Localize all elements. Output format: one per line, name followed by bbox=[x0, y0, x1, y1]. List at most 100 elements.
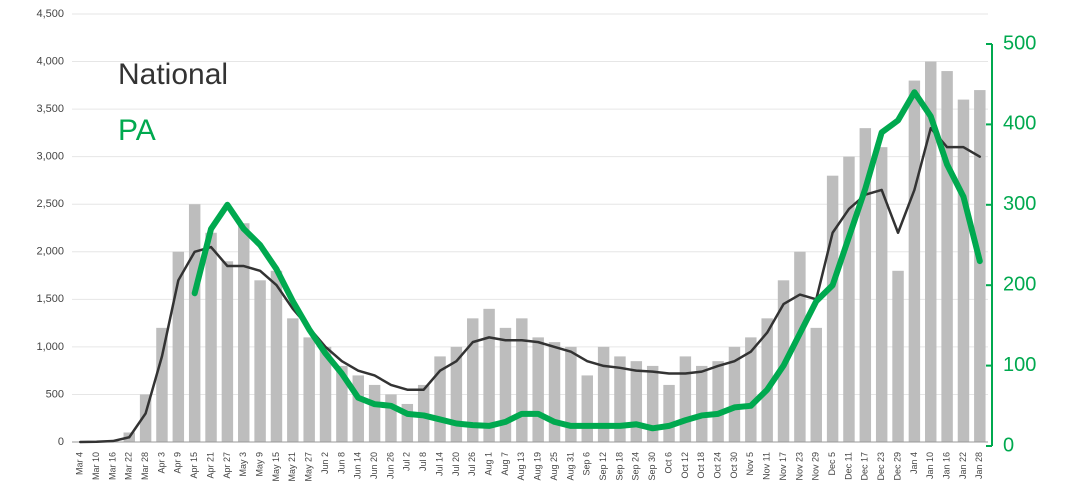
x-tick-label: Sep 12 bbox=[598, 452, 608, 481]
x-tick-label: Jan 10 bbox=[925, 452, 935, 479]
x-tick-label: Jan 28 bbox=[974, 452, 984, 479]
x-tick-label: Jan 22 bbox=[958, 452, 968, 479]
x-tick-label: Aug 31 bbox=[565, 452, 575, 481]
x-tick-label: Sep 6 bbox=[582, 452, 592, 476]
x-tick-label: Jun 2 bbox=[320, 452, 330, 474]
y2-tick-label: 100 bbox=[1003, 354, 1036, 376]
x-tick-label: Jul 2 bbox=[402, 452, 412, 471]
x-tick-label: Apr 21 bbox=[205, 452, 215, 479]
y-tick-label: 3,000 bbox=[36, 151, 64, 163]
x-tick-label: Oct 24 bbox=[712, 452, 722, 479]
x-tick-label: Aug 13 bbox=[516, 452, 526, 481]
x-tick-label: Oct 18 bbox=[696, 452, 706, 479]
bar bbox=[222, 261, 233, 442]
y2-tick-label: 200 bbox=[1003, 273, 1036, 295]
x-tick-label: Jul 26 bbox=[467, 452, 477, 476]
x-tick-label: May 27 bbox=[304, 452, 314, 482]
bar bbox=[353, 375, 364, 442]
x-tick-label: Dec 17 bbox=[860, 452, 870, 481]
y2-tick-label: 400 bbox=[1003, 113, 1036, 135]
x-tick-label: Mar 4 bbox=[75, 452, 85, 475]
x-tick-label: May 3 bbox=[238, 452, 248, 477]
x-tick-label: Mar 22 bbox=[124, 452, 134, 480]
x-tick-label: Dec 23 bbox=[876, 452, 886, 481]
x-tick-label: Oct 12 bbox=[680, 452, 690, 479]
y-tick-label: 1,500 bbox=[36, 293, 64, 305]
bar bbox=[287, 318, 298, 442]
x-tick-label: Jun 26 bbox=[385, 452, 395, 479]
y-tick-label: 4,500 bbox=[36, 8, 64, 20]
x-tick-label: Mar 10 bbox=[91, 452, 101, 480]
x-tick-label: Dec 11 bbox=[843, 452, 853, 480]
x-tick-label: Apr 27 bbox=[222, 452, 232, 479]
x-tick-label: Mar 16 bbox=[107, 452, 117, 480]
x-tick-label: Jan 4 bbox=[909, 452, 919, 474]
x-tick-label: Nov 11 bbox=[762, 452, 772, 480]
x-tick-label: Jan 16 bbox=[941, 452, 951, 479]
x-tick-label: May 15 bbox=[271, 452, 281, 482]
bar bbox=[582, 375, 593, 442]
y-tick-label: 3,500 bbox=[36, 103, 64, 115]
x-tick-label: Apr 3 bbox=[156, 452, 166, 474]
bar bbox=[974, 90, 985, 442]
x-tick-label: May 9 bbox=[254, 452, 264, 477]
x-tick-label: Dec 5 bbox=[827, 452, 837, 476]
bar bbox=[680, 356, 691, 442]
y2-tick-label: 300 bbox=[1003, 193, 1036, 215]
bar bbox=[827, 176, 838, 442]
bar bbox=[958, 100, 969, 442]
x-tick-label: Dec 29 bbox=[892, 452, 902, 481]
x-tick-label: Sep 24 bbox=[631, 452, 641, 481]
bar bbox=[631, 361, 642, 442]
bar bbox=[843, 157, 854, 442]
x-tick-label: May 21 bbox=[287, 452, 297, 482]
bar bbox=[712, 361, 723, 442]
x-tick-label: Aug 25 bbox=[549, 452, 559, 481]
bar bbox=[811, 328, 822, 442]
x-tick-label: Jul 8 bbox=[418, 452, 428, 471]
legend-label: National bbox=[118, 58, 228, 91]
x-tick-label: Jun 14 bbox=[353, 452, 363, 479]
bar bbox=[238, 223, 249, 442]
x-tick-label: Nov 5 bbox=[745, 452, 755, 476]
x-tick-label: Nov 29 bbox=[811, 452, 821, 481]
bar bbox=[941, 71, 952, 442]
x-tick-label: Oct 30 bbox=[729, 452, 739, 479]
x-tick-label: Oct 6 bbox=[663, 452, 673, 474]
bar bbox=[516, 318, 527, 442]
x-tick-label: Apr 15 bbox=[189, 452, 199, 479]
bar bbox=[369, 385, 380, 442]
x-tick-label: Jun 20 bbox=[369, 452, 379, 479]
y-tick-label: 500 bbox=[46, 388, 64, 400]
bar bbox=[549, 342, 560, 442]
y-tick-label: 1,000 bbox=[36, 341, 64, 353]
x-tick-label: Nov 23 bbox=[794, 452, 804, 481]
bar bbox=[663, 385, 674, 442]
x-tick-label: Aug 1 bbox=[483, 452, 493, 476]
x-tick-label: Jun 8 bbox=[336, 452, 346, 474]
x-tick-label: Aug 19 bbox=[533, 452, 543, 481]
bar bbox=[532, 337, 543, 442]
bar bbox=[909, 81, 920, 442]
x-tick-label: Aug 7 bbox=[500, 452, 510, 476]
x-tick-label: Jul 20 bbox=[451, 452, 461, 476]
bar bbox=[696, 366, 707, 442]
bar bbox=[892, 271, 903, 442]
legend-label: PA bbox=[118, 114, 156, 147]
x-tick-label: Sep 18 bbox=[614, 452, 624, 481]
y-tick-label: 2,000 bbox=[36, 246, 64, 258]
bar bbox=[271, 271, 282, 442]
bar bbox=[385, 394, 396, 442]
x-tick-label: Nov 17 bbox=[778, 452, 788, 481]
bar bbox=[156, 328, 167, 442]
y-tick-label: 0 bbox=[58, 436, 64, 448]
y2-tick-label: 0 bbox=[1003, 434, 1014, 456]
bar bbox=[205, 233, 216, 442]
y-tick-label: 2,500 bbox=[36, 198, 64, 210]
x-tick-label: Apr 9 bbox=[173, 452, 183, 474]
bar bbox=[189, 204, 200, 442]
y-tick-label: 4,000 bbox=[36, 55, 64, 67]
bar bbox=[303, 337, 314, 442]
x-tick-label: Jul 14 bbox=[434, 452, 444, 476]
